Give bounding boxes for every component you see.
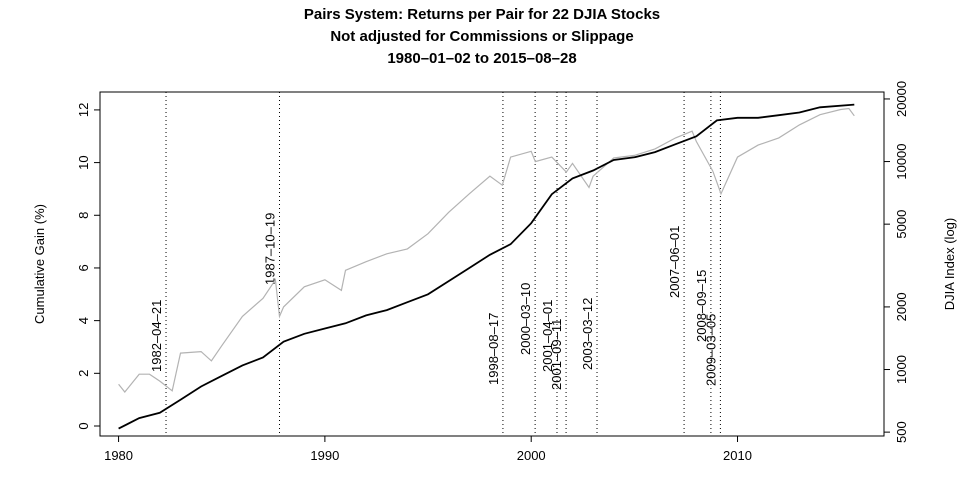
y2-tick-label: 10000 xyxy=(894,143,909,179)
series-line xyxy=(118,107,855,393)
chart-date-range: 1980–01–02 to 2015–08–28 xyxy=(387,50,576,67)
event-label: 1982–04–21 xyxy=(149,300,164,372)
event-label: 2000–03–10 xyxy=(518,283,533,355)
chart-title: Pairs System: Returns per Pair for 22 DJ… xyxy=(304,6,660,23)
x-tick-label: 1980 xyxy=(104,448,133,463)
y-axis-label: Cumulative Gain (%) xyxy=(32,204,47,324)
event-label: 1987–10–19 xyxy=(262,213,277,285)
y-tick-label: 0 xyxy=(76,422,91,429)
y-tick-label: 6 xyxy=(76,264,91,271)
y-tick-label: 12 xyxy=(76,103,91,117)
y2-axis-label: DJIA Index (log) xyxy=(942,218,957,311)
y-tick-label: 8 xyxy=(76,212,91,219)
y-tick-label: 2 xyxy=(76,370,91,377)
y2-tick-label: 5000 xyxy=(894,210,909,239)
chart-subtitle: Not adjusted for Commissions or Slippage xyxy=(330,28,633,45)
y2-tick-label: 2000 xyxy=(894,292,909,321)
x-tick-label: 1990 xyxy=(310,448,339,463)
y2-tick-label: 1000 xyxy=(894,355,909,384)
event-label: 2007–06–01 xyxy=(667,226,682,298)
y2-tick-label: 500 xyxy=(894,421,909,443)
event-label: 2009–03–05 xyxy=(703,314,718,386)
plot-box xyxy=(99,91,885,437)
event-label: 2008–09–15 xyxy=(694,270,709,342)
event-label: 2003–03–12 xyxy=(580,298,595,370)
series-line xyxy=(118,103,855,430)
y-tick-label: 10 xyxy=(76,155,91,169)
event-label: 1998–08–17 xyxy=(486,313,501,385)
event-label: 2001–04–01 xyxy=(540,300,555,372)
event-label: 2001–09–11 xyxy=(549,319,564,390)
x-tick-label: 2010 xyxy=(723,448,752,463)
x-tick-label: 2000 xyxy=(517,448,546,463)
y-tick-label: 4 xyxy=(76,317,91,324)
y2-tick-label: 20000 xyxy=(894,81,909,117)
